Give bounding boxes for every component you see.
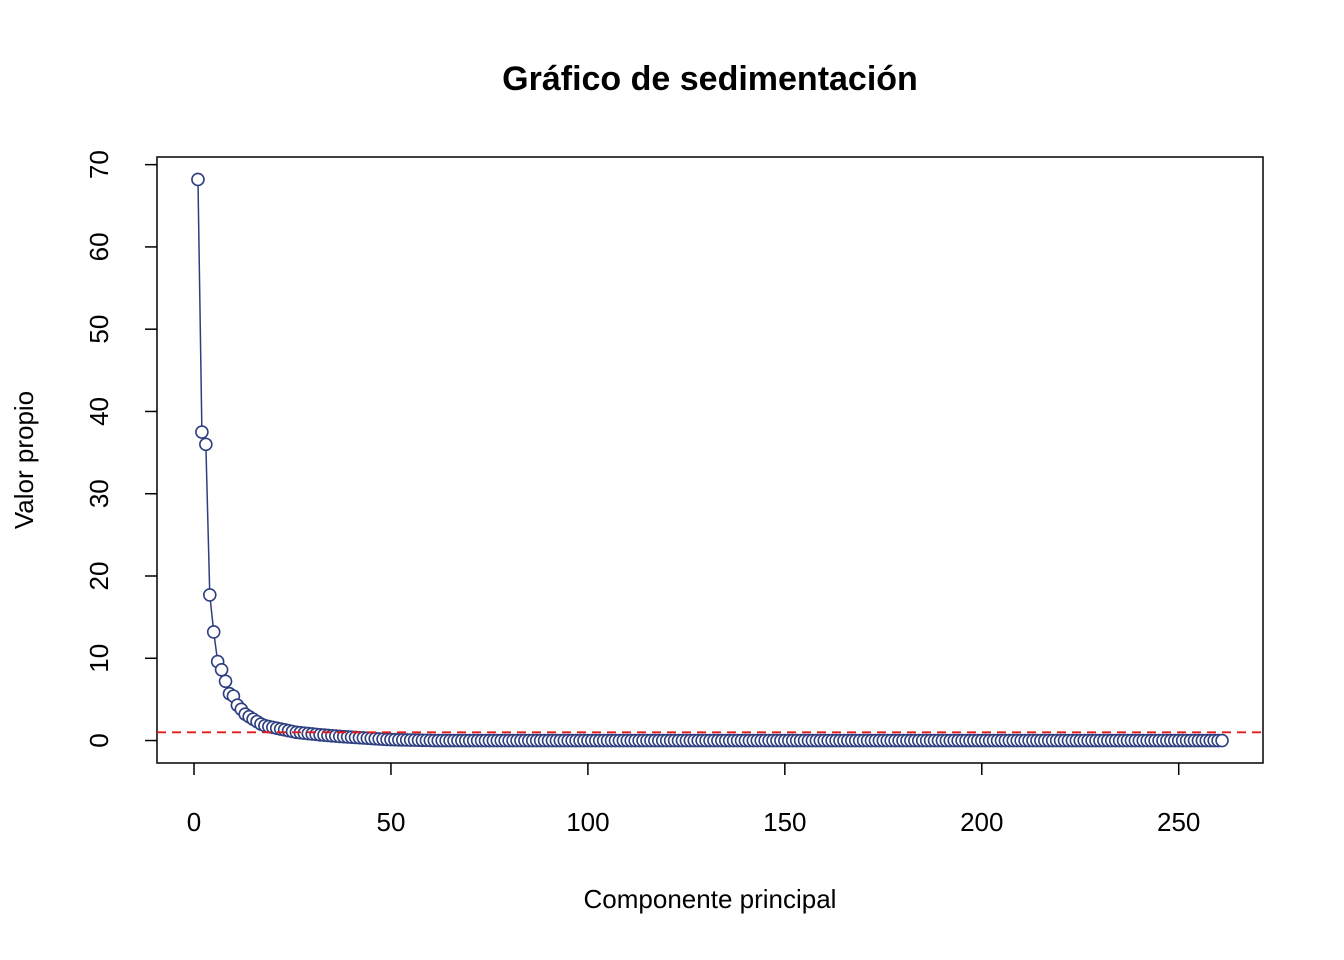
x-tick-label: 200 — [960, 807, 1003, 837]
x-tick-label: 150 — [763, 807, 806, 837]
point — [195, 425, 209, 439]
scree-line — [197, 179, 1223, 742]
y-tick-label: 10 — [84, 644, 114, 673]
x-tick-label: 50 — [377, 807, 406, 837]
y-tick-label: 40 — [84, 397, 114, 426]
y-axis-label: Valor propio — [9, 391, 39, 529]
point — [199, 437, 213, 452]
point — [191, 172, 205, 187]
x-tick-label: 0 — [187, 807, 201, 837]
point — [1215, 733, 1229, 748]
x-tick-label: 100 — [566, 807, 609, 837]
y-tick-label: 70 — [84, 150, 114, 179]
point — [202, 588, 217, 602]
y-tick-label: 60 — [84, 232, 114, 261]
x-tick-label: 250 — [1157, 807, 1200, 837]
y-tick-label: 50 — [84, 315, 114, 344]
point — [218, 674, 233, 689]
y-tick-label: 20 — [84, 562, 114, 591]
point — [206, 625, 221, 639]
y-tick-label: 30 — [84, 479, 114, 508]
x-axis-label: Componente principal — [584, 884, 837, 914]
point — [214, 662, 229, 677]
plot-frame — [156, 156, 1264, 764]
chart-title: Gráfico de sedimentación — [502, 60, 918, 98]
y-tick-label: 0 — [84, 733, 114, 747]
